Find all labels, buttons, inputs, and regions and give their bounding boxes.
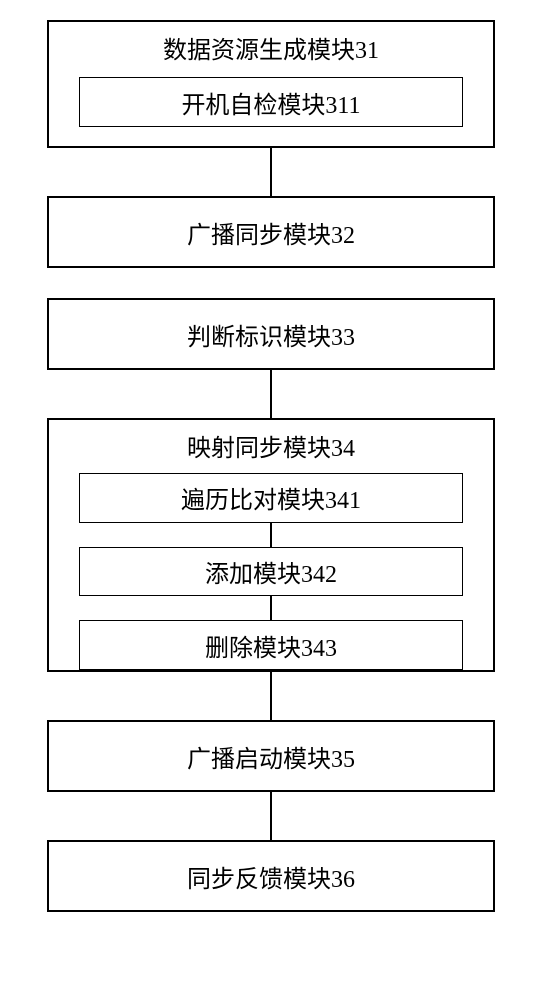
inner-module-label: 删除模块343 xyxy=(205,628,337,663)
inner-module: 添加模块342 xyxy=(79,547,463,597)
module-label: 同步反馈模块36 xyxy=(187,859,355,894)
flowchart-container: 数据资源生成模块31 开机自检模块311 广播同步模块32 判断标识模块33 映射同步模… xyxy=(47,20,495,912)
connector xyxy=(270,370,272,418)
module-label: 判断标识模块33 xyxy=(187,317,355,352)
composite-module: 映射同步模块34 遍历比对模块341 添加模块342 删除模块343 xyxy=(47,418,495,672)
composite-module: 数据资源生成模块31 开机自检模块311 xyxy=(47,20,495,148)
module: 广播同步模块32 xyxy=(47,196,495,268)
inner-module-label: 添加模块342 xyxy=(205,554,337,589)
inner-module-label: 遍历比对模块341 xyxy=(181,480,361,515)
inner-module: 开机自检模块311 xyxy=(79,77,463,127)
module-label: 广播同步模块32 xyxy=(187,215,355,250)
module: 判断标识模块33 xyxy=(47,298,495,370)
composite-module-title: 数据资源生成模块31 xyxy=(163,30,379,65)
inner-module-label: 开机自检模块311 xyxy=(181,85,360,120)
connector xyxy=(270,148,272,196)
connector xyxy=(270,792,272,840)
module-label: 广播启动模块35 xyxy=(187,739,355,774)
inner-module: 遍历比对模块341 xyxy=(79,473,463,523)
connector xyxy=(270,523,272,547)
composite-module-title: 映射同步模块34 xyxy=(187,428,355,463)
module: 广播启动模块35 xyxy=(47,720,495,792)
module: 同步反馈模块36 xyxy=(47,840,495,912)
inner-module: 删除模块343 xyxy=(79,620,463,670)
connector xyxy=(270,672,272,720)
connector xyxy=(270,596,272,620)
